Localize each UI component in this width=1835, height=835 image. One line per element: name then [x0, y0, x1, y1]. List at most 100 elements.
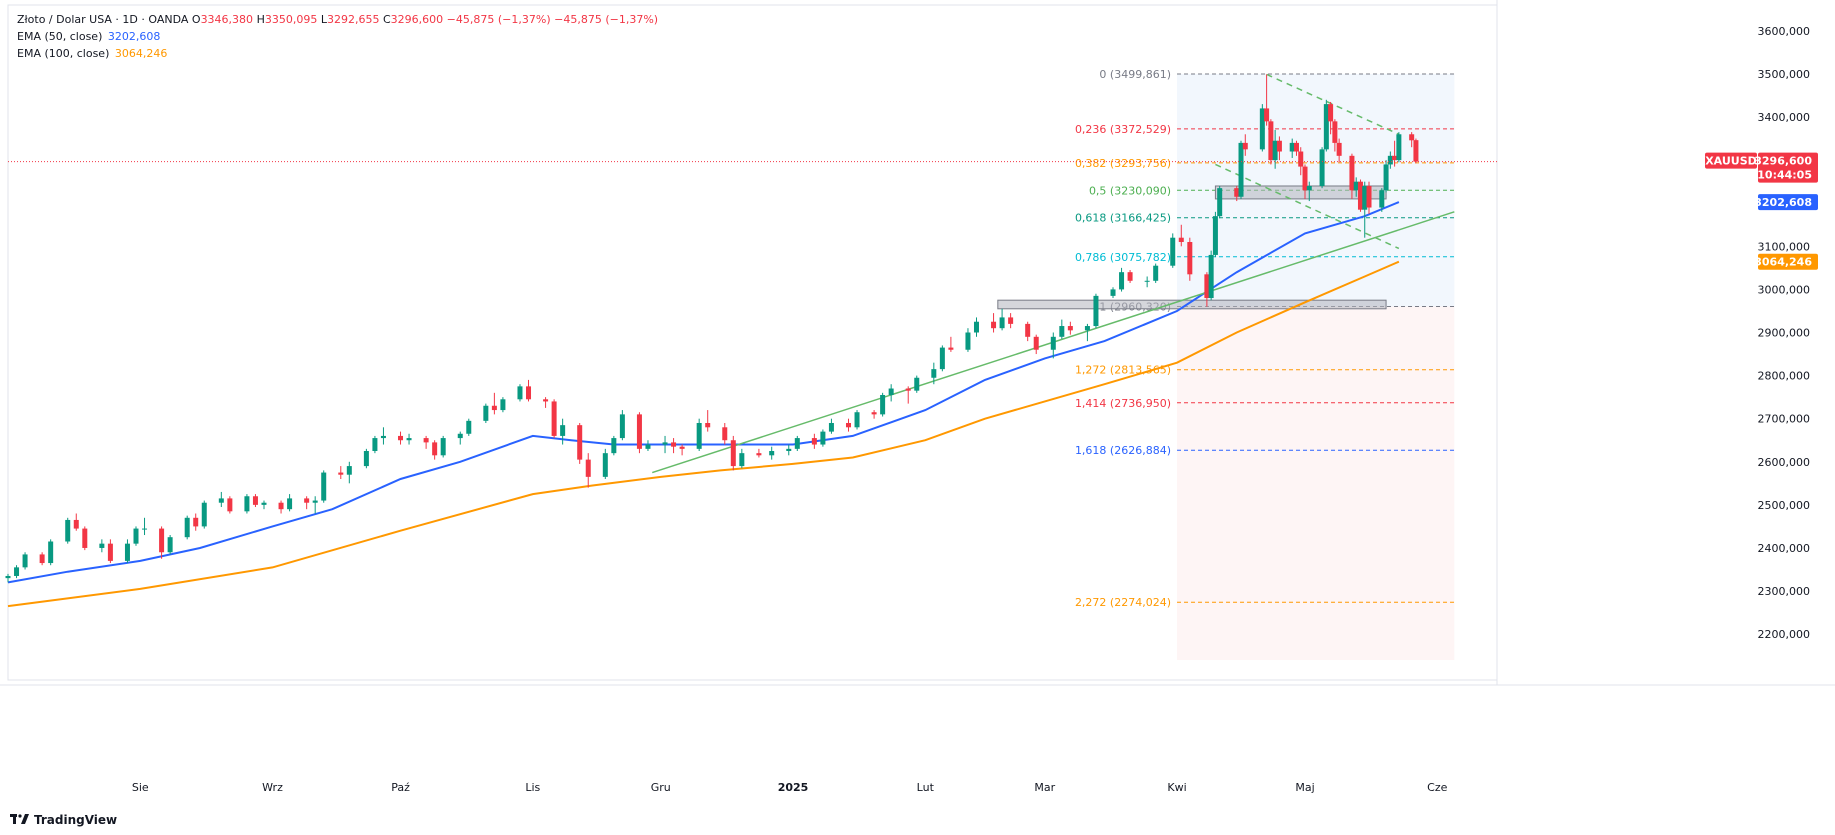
candle-body-86: [1033, 336, 1039, 350]
candle-body-27: [321, 472, 327, 501]
tradingview-logo[interactable]: TradingView: [10, 813, 117, 827]
candle-body-15: [184, 517, 190, 538]
open-value: 3346,380: [200, 13, 254, 26]
candle-body-64: [769, 451, 775, 456]
ema100-label: EMA (100, close): [17, 47, 110, 60]
candle-body-101: [1208, 254, 1214, 299]
y-tick-label-9: 2700,000: [1758, 413, 1811, 426]
price-badge-1: 3202,608: [1754, 194, 1818, 211]
fib-level-label-8: 1,414 (2736,950): [1075, 397, 1171, 410]
ema-badge-bg: [1758, 253, 1818, 270]
fib-level-label-5: 0,786 (3075,782): [1075, 251, 1171, 264]
candle-body-74: [888, 388, 894, 395]
candle-body-29: [346, 466, 352, 475]
candle-body-59: [705, 422, 711, 428]
candle-body-5: [65, 519, 71, 542]
close-value: 3296,600: [390, 13, 444, 26]
candle-body-1: [14, 567, 20, 576]
candle-body-113: [1293, 142, 1299, 152]
candle-body-93: [1119, 272, 1125, 290]
candle-body-84: [1008, 317, 1014, 324]
fib-level-label-4: 0,618 (3166,425): [1075, 212, 1171, 225]
x-tick-label-8: Kwi: [1167, 781, 1186, 794]
symbol-badge-text: XAUUSD: [1705, 155, 1757, 168]
candle-body-12: [142, 528, 148, 530]
candle-body-20: [244, 496, 250, 512]
legend-ema50-row[interactable]: EMA (50, close) 3202,608: [17, 28, 658, 45]
candle-body-111: [1276, 140, 1282, 152]
candle-body-76: [914, 377, 920, 391]
brand-name: TradingView: [34, 813, 118, 827]
candle-body-43: [517, 386, 523, 400]
candle-body-38: [457, 433, 463, 439]
ema-lines: [7, 201, 1400, 608]
legend-ema100-row[interactable]: EMA (100, close) 3064,246: [17, 45, 658, 62]
candle-body-90: [1084, 326, 1090, 331]
x-tick-label-3: Lis: [525, 781, 540, 794]
candle-body-96: [1153, 265, 1159, 281]
candle-body-9: [107, 543, 113, 561]
candle-body-23: [278, 502, 284, 510]
y-tick-label-8: 2800,000: [1758, 370, 1811, 383]
x-tick-label-4: Gru: [651, 781, 671, 794]
candle-body-55: [662, 442, 668, 445]
candle-body-85: [1025, 323, 1031, 337]
y-tick-label-10: 2600,000: [1758, 456, 1811, 469]
candle-body-127: [1379, 190, 1385, 208]
candle-body-33: [398, 435, 404, 441]
countdown-timer: 10:44:05: [1757, 169, 1812, 182]
candle-body-0: [5, 575, 11, 579]
low-value: 3292,655: [326, 13, 380, 26]
candle-body-124: [1357, 181, 1363, 210]
chart-background: [0, 0, 1835, 686]
candle-body-54: [645, 444, 651, 449]
candle-body-60: [722, 427, 728, 441]
candle-body-92: [1110, 289, 1116, 296]
y-tick-label-6: 3000,000: [1758, 283, 1811, 296]
candle-body-130: [1392, 155, 1398, 161]
candle-body-128: [1383, 164, 1389, 191]
support-zones[interactable]: [997, 185, 1387, 310]
candle-body-28: [338, 472, 344, 475]
candle-body-100: [1204, 274, 1210, 299]
candle-body-112: [1289, 142, 1295, 152]
ema-badge-value: 3064,246: [1754, 256, 1812, 269]
candle-body-56: [671, 442, 677, 447]
candle-body-41: [491, 405, 497, 411]
symbol-title[interactable]: Złoto / Dolar USA · 1D · OANDA: [17, 13, 189, 26]
candle-body-119: [1328, 104, 1334, 122]
candle-body-121: [1336, 142, 1342, 156]
candle-body-105: [1238, 142, 1244, 197]
candles: [5, 74, 1419, 583]
candle-body-88: [1059, 326, 1065, 337]
candle-body-50: [602, 453, 608, 477]
legend-symbol-row: Złoto / Dolar USA · 1D · OANDA O3346,380…: [17, 11, 658, 28]
candle-body-116: [1306, 185, 1312, 191]
fibonacci-retracement[interactable]: 0 (3499,861) 0,236 (3372,529) 0,382 (3293,…: [1075, 68, 1455, 660]
candle-body-34: [406, 438, 412, 441]
candle-body-99: [1187, 242, 1193, 275]
fib-level-label-7: 1,272 (2813,565): [1075, 364, 1171, 377]
candle-body-123: [1353, 181, 1359, 191]
candle-body-126: [1366, 185, 1372, 208]
candle-body-58: [696, 422, 702, 449]
candle-body-73: [880, 394, 886, 415]
candle-body-66: [794, 438, 800, 449]
candle-body-75: [905, 388, 911, 391]
trendline-1[interactable]: [1266, 73, 1400, 135]
y-tick-label-13: 2300,000: [1758, 585, 1811, 598]
ema-badge-bg: [1758, 194, 1818, 211]
support-zone-0[interactable]: [1214, 185, 1387, 200]
y-tick-label-1: 3500,000: [1758, 68, 1811, 81]
candle-body-57: [679, 446, 685, 449]
ema50-line: [7, 201, 1400, 584]
candle-body-51: [611, 438, 617, 454]
candle-body-110: [1272, 140, 1278, 161]
candle-body-47: [560, 425, 566, 436]
candle-body-120: [1332, 121, 1338, 143]
trendline-2[interactable]: [1215, 163, 1400, 250]
candle-body-91: [1093, 295, 1099, 327]
low-label: L: [320, 13, 327, 26]
